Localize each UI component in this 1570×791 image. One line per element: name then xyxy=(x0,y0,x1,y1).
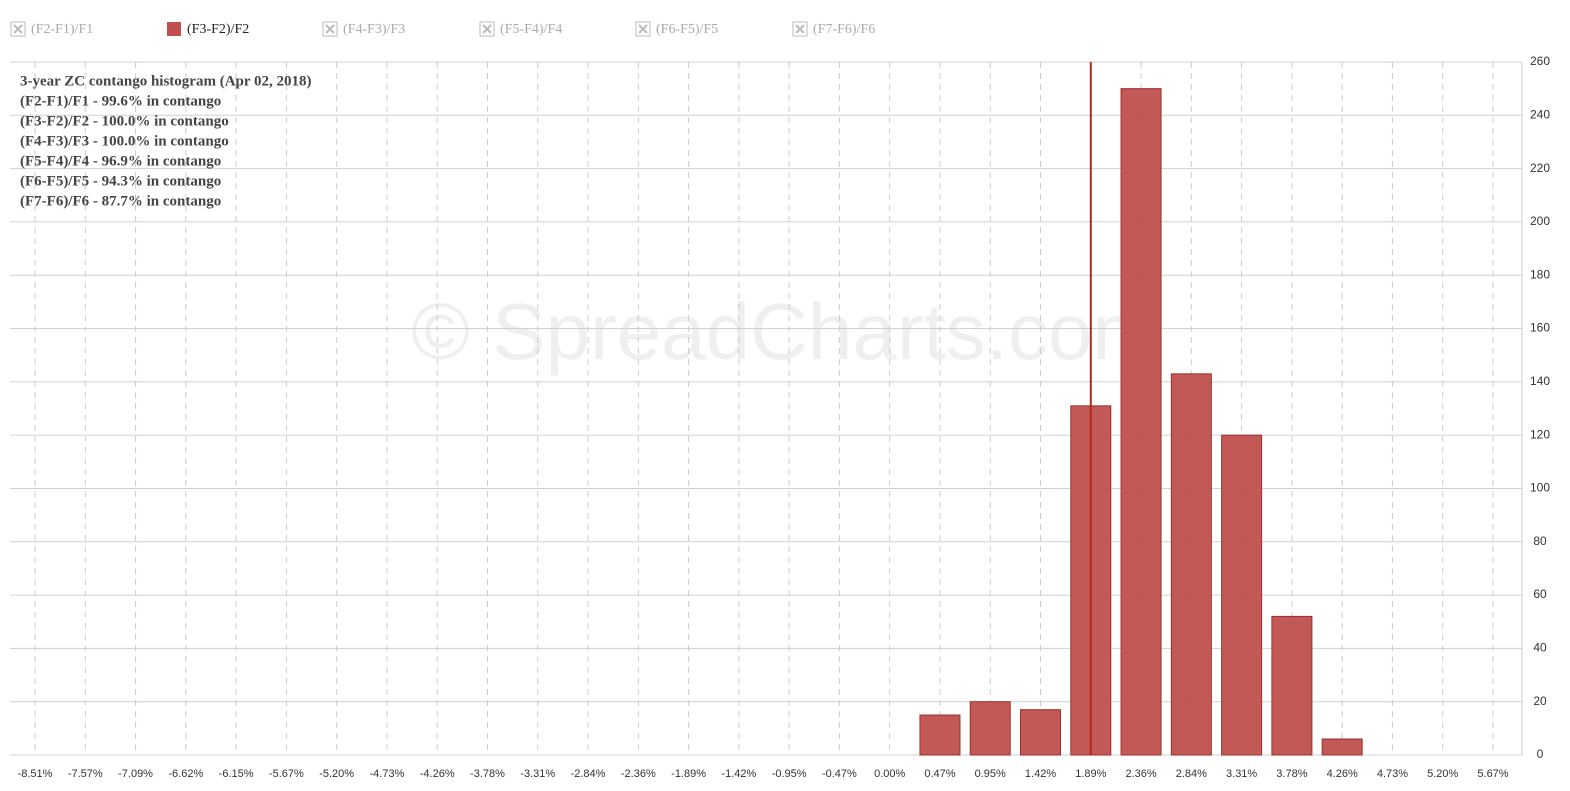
x-tick-label: 1.42% xyxy=(1025,768,1056,780)
y-tick-label: 60 xyxy=(1533,587,1547,601)
bar xyxy=(969,701,1011,756)
x-tick-label: -6.15% xyxy=(219,768,254,780)
legend-label[interactable]: (F2-F1)/F1 xyxy=(31,22,93,37)
legend-icon-cross[interactable] xyxy=(795,24,805,34)
x-tick-label: 0.95% xyxy=(975,768,1006,780)
y-tick-label: 220 xyxy=(1530,161,1550,175)
annotation-line: (F2-F1)/F1 - 99.6% in contango xyxy=(20,93,221,109)
x-tick-label: 4.26% xyxy=(1327,768,1358,780)
y-tick-label: 200 xyxy=(1530,214,1550,228)
bar xyxy=(1120,88,1162,756)
x-tick-label: -2.36% xyxy=(621,768,656,780)
legend-icon-cross[interactable] xyxy=(13,24,23,34)
x-tick-label: -1.42% xyxy=(721,768,756,780)
x-tick-label: 3.31% xyxy=(1226,768,1257,780)
legend-icon-cross[interactable] xyxy=(638,24,648,34)
annotation-line: (F5-F4)/F4 - 96.9% in contango xyxy=(20,153,221,169)
legend-icon-cross[interactable] xyxy=(325,24,335,34)
annotation-line: 3-year ZC contango histogram (Apr 02, 20… xyxy=(20,73,312,89)
y-tick-label: 40 xyxy=(1533,641,1547,655)
y-tick-label: 260 xyxy=(1530,54,1550,68)
x-tick-label: -0.47% xyxy=(822,768,857,780)
x-tick-label: -2.84% xyxy=(571,768,606,780)
x-tick-label: 0.00% xyxy=(874,768,905,780)
y-tick-label: 100 xyxy=(1530,481,1550,495)
y-tick-label: 80 xyxy=(1533,534,1547,548)
bar xyxy=(1221,434,1263,756)
x-tick-label: 5.67% xyxy=(1477,768,1508,780)
x-tick-label: -6.62% xyxy=(168,768,203,780)
y-tick-label: 140 xyxy=(1530,374,1550,388)
annotation-line: (F6-F5)/F5 - 94.3% in contango xyxy=(20,173,221,189)
bar xyxy=(919,714,961,756)
x-tick-label: 2.84% xyxy=(1176,768,1207,780)
annotation-line: (F7-F6)/F6 - 87.7% in contango xyxy=(20,193,221,209)
x-tick-label: 5.20% xyxy=(1427,768,1458,780)
legend-label[interactable]: (F5-F4)/F4 xyxy=(500,22,562,37)
x-tick-label: -8.51% xyxy=(18,768,53,780)
legend-swatch[interactable] xyxy=(167,22,181,36)
legend-label[interactable]: (F6-F5)/F5 xyxy=(656,22,718,37)
x-tick-label: -4.26% xyxy=(420,768,455,780)
legend-label[interactable]: (F4-F3)/F3 xyxy=(343,22,405,37)
legend-icon-cross[interactable] xyxy=(482,24,492,34)
bar xyxy=(1271,615,1313,756)
y-tick-label: 20 xyxy=(1533,694,1547,708)
x-tick-label: -0.95% xyxy=(772,768,807,780)
x-tick-label: -5.20% xyxy=(319,768,354,780)
y-tick-label: 180 xyxy=(1530,267,1550,281)
x-tick-label: -7.57% xyxy=(68,768,103,780)
x-tick-label: 2.36% xyxy=(1125,768,1156,780)
bar xyxy=(1020,709,1062,756)
y-tick-label: 240 xyxy=(1530,107,1550,121)
y-tick-label: 0 xyxy=(1537,747,1544,761)
x-tick-label: 3.78% xyxy=(1276,768,1307,780)
x-tick-label: 4.73% xyxy=(1377,768,1408,780)
bar xyxy=(1321,738,1363,756)
y-tick-label: 160 xyxy=(1530,321,1550,335)
x-tick-label: -4.73% xyxy=(370,768,405,780)
x-tick-label: -1.89% xyxy=(671,768,706,780)
x-tick-label: -3.78% xyxy=(470,768,505,780)
legend-label[interactable]: (F7-F6)/F6 xyxy=(813,22,875,37)
x-tick-label: 1.89% xyxy=(1075,768,1106,780)
x-tick-label: 0.47% xyxy=(924,768,955,780)
legend-label[interactable]: (F3-F2)/F2 xyxy=(187,22,249,37)
x-tick-label: -3.31% xyxy=(520,768,555,780)
watermark: © SpreadCharts.com xyxy=(411,287,1159,376)
x-tick-label: -5.67% xyxy=(269,768,304,780)
annotation-line: (F4-F3)/F3 - 100.0% in contango xyxy=(20,133,229,149)
x-tick-label: -7.09% xyxy=(118,768,153,780)
annotation-line: (F3-F2)/F2 - 100.0% in contango xyxy=(20,113,229,129)
y-tick-label: 120 xyxy=(1530,427,1550,441)
bar xyxy=(1170,373,1212,756)
